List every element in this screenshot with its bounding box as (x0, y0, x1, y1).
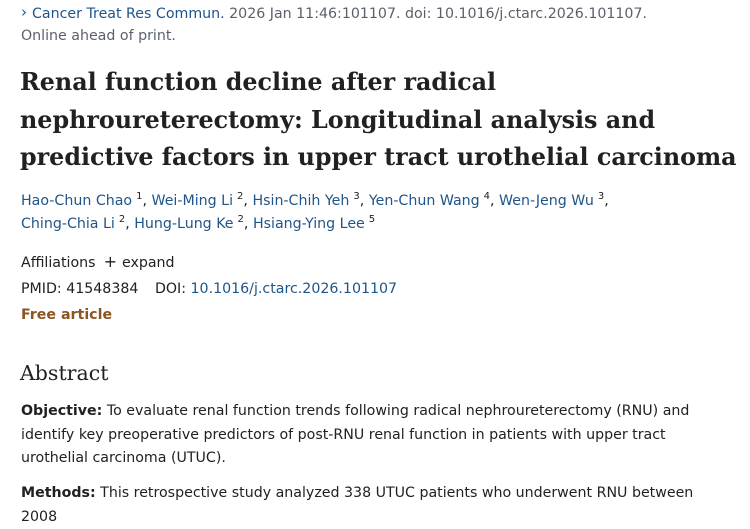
chevron-right-icon: › (21, 3, 27, 21)
objective-label: Objective: (21, 403, 103, 419)
author-link[interactable]: Hung-Lung Ke (134, 216, 234, 232)
author-item: Wen-Jeng Wu 3 (499, 191, 605, 210)
expand-label: expand (121, 255, 175, 271)
citation-line: › Cancer Treat Res Commun. 2026 Jan 11:46… (21, 3, 647, 23)
citation-details: 2026 Jan 11:46:101107. doi: 10.1016/j.ct… (229, 6, 647, 22)
affiliation-ref[interactable]: 5 (368, 214, 376, 225)
methods-label: Methods: (21, 485, 96, 501)
author-item: Hung-Lung Ke 2 (134, 214, 244, 233)
pmid-value: 41548384 (66, 281, 139, 297)
journal-link[interactable]: Cancer Treat Res Commun. (32, 6, 225, 22)
author-item: Hsin-Chih Yeh 3 (252, 191, 360, 210)
affiliation-ref[interactable]: 4 (483, 191, 491, 202)
author-link[interactable]: Hsiang-Ying Lee (252, 216, 365, 232)
author-link[interactable]: Hsin-Chih Yeh (252, 193, 350, 209)
author-link[interactable]: Yen-Chun Wang (368, 193, 480, 209)
objective-text: To evaluate renal function trends follow… (21, 403, 690, 466)
plus-icon: + (103, 252, 117, 271)
author-link[interactable]: Hao-Chun Chao (21, 193, 133, 209)
doi-link[interactable]: 10.1016/j.ctarc.2026.101107 (190, 281, 398, 297)
abstract-objective: Objective: To evaluate renal function tr… (21, 400, 733, 471)
abstract-heading: Abstract (20, 361, 109, 385)
doi-label: DOI: (154, 281, 186, 297)
methods-text: This retrospective study analyzed 338 UT… (21, 485, 694, 525)
affiliation-ref[interactable]: 2 (118, 214, 126, 225)
affiliation-ref[interactable]: 3 (597, 191, 605, 202)
author-item: Ching-Chia Li 2 (21, 214, 126, 233)
author-link[interactable]: Ching-Chia Li (21, 216, 115, 232)
authors-list: Hao-Chun Chao 1, Wei-Ming Li 2, Hsin-Chih … (21, 191, 609, 233)
abstract-methods: Methods: This retrospective study analyz… (21, 482, 733, 529)
affiliation-ref[interactable]: 2 (237, 214, 244, 225)
affiliations-label: Affiliations (21, 255, 96, 271)
affiliation-ref[interactable]: 2 (237, 191, 244, 202)
author-item: Hao-Chun Chao 1 (21, 191, 143, 210)
author-link[interactable]: Wen-Jeng Wu (499, 193, 594, 209)
affiliation-ref[interactable]: 3 (353, 191, 360, 202)
pmid-label: PMID: (21, 281, 62, 297)
affiliation-ref[interactable]: 1 (136, 191, 143, 202)
article-identifiers: PMID: 41548384 DOI: 10.1016/j.ctarc.2026… (21, 280, 397, 298)
article-title: Renal function decline after radical nep… (20, 68, 737, 171)
author-link[interactable]: Wei-Ming Li (151, 193, 234, 209)
affiliations-toggle[interactable]: Affiliations + expand (21, 253, 175, 272)
author-item: Yen-Chun Wang 4 (368, 191, 491, 210)
author-item: Hsiang-Ying Lee 5 (252, 214, 376, 233)
article-page: › Cancer Treat Res Commun. 2026 Jan 11:46… (20, 3, 737, 525)
publication-status: Online ahead of print. (21, 28, 176, 44)
author-item: Wei-Ming Li 2 (151, 191, 244, 210)
free-article-badge: Free article (21, 307, 113, 323)
